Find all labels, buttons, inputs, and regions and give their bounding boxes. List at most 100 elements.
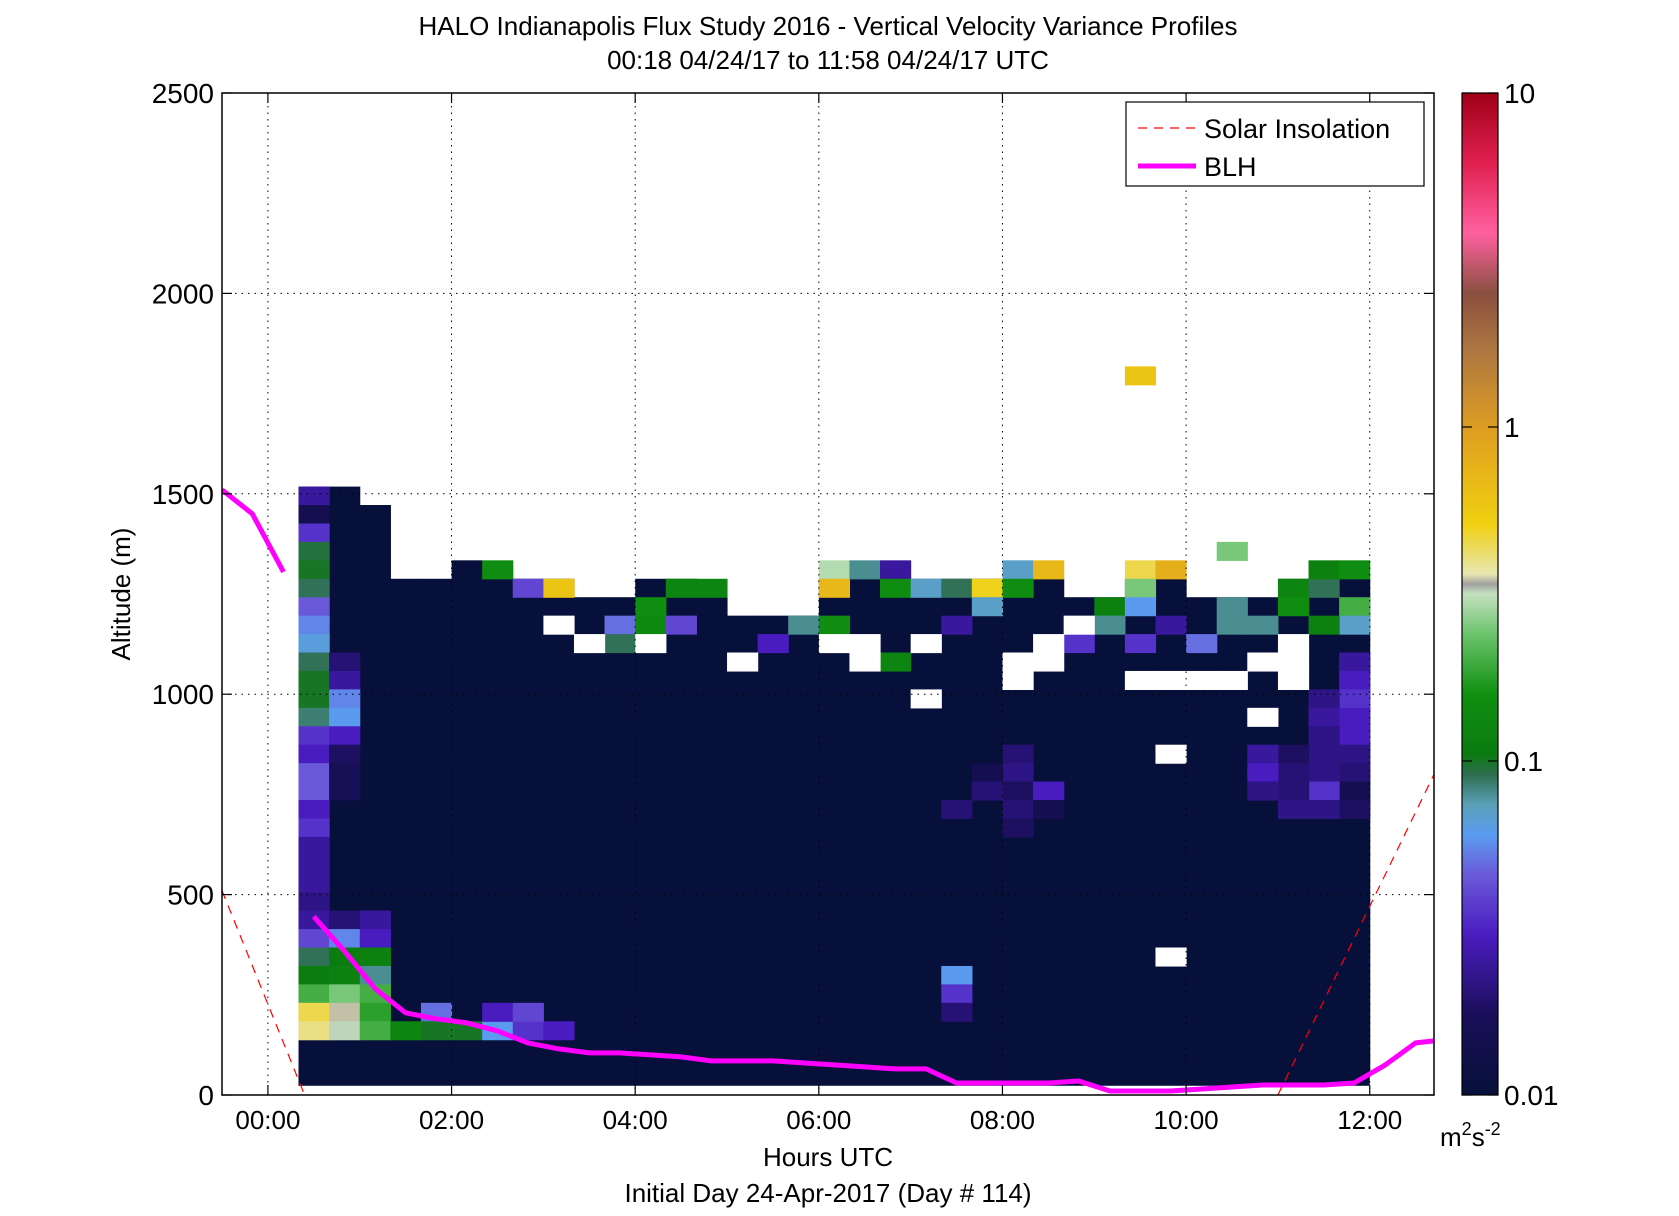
heatmap-cell [1033,947,1065,967]
heatmap-cell [359,1021,391,1041]
heatmap-cell [1186,929,1218,949]
heatmap-cell [329,873,361,893]
heatmap-cell [727,726,759,746]
heatmap-cell-gap [1155,947,1187,967]
heatmap-cell [359,818,391,838]
heatmap-cell-gap [1155,744,1187,764]
heatmap-cell [573,855,606,875]
heatmap-cell [1124,578,1157,598]
heatmap-cell [1063,744,1095,764]
heatmap-cell [818,836,851,856]
heatmap-cell [420,578,453,598]
heatmap-cell [420,763,453,783]
heatmap-cell [727,615,759,635]
heatmap-cell [1094,615,1126,635]
heatmap-cell [1033,818,1065,838]
heatmap-cell [696,910,728,930]
heatmap-cell-gap [635,634,667,654]
heatmap-cell [1033,707,1065,727]
heatmap-cell [1308,910,1340,930]
heatmap-cell [818,1002,851,1022]
heatmap-cell [971,652,1004,672]
heatmap-cell [329,486,361,506]
heatmap-cell [757,763,789,783]
legend-label-solar: Solar Insolation [1204,114,1390,144]
heatmap-cell [1002,1021,1034,1041]
heatmap-cell [1277,818,1310,838]
heatmap-cell [1186,781,1218,801]
heatmap-cell [941,910,973,930]
heatmap-cell [1186,652,1218,672]
heatmap-cell [941,929,973,949]
heatmap-cell [971,670,1004,690]
heatmap-cell [1033,689,1065,709]
heatmap-cell [329,597,361,617]
heatmap-cell [482,800,514,820]
heatmap-cell [482,984,514,1004]
heatmap-cell [971,1021,1004,1041]
heatmap-cell [910,597,942,617]
heatmap-cell [696,670,728,690]
heatmap-cell [1247,836,1279,856]
heatmap-cell [727,670,759,690]
heatmap-cell [757,910,789,930]
heatmap-cell [788,615,820,635]
heatmap-cell [1339,800,1371,820]
heatmap-cell [1124,1021,1157,1041]
heatmap-cell [573,892,606,912]
heatmap-cell [1186,910,1218,930]
heatmap-cell [329,984,361,1004]
heatmap-cell [512,818,544,838]
heatmap-cell [1216,965,1248,985]
heatmap-cell [635,1002,667,1022]
heatmap-cell [1155,1039,1187,1059]
heatmap-cell [1277,855,1310,875]
heatmap-cell [696,578,728,598]
heatmap-cell [635,689,667,709]
heatmap-cell [451,670,483,690]
heatmap-cell [420,929,453,949]
heatmap-cell [604,965,636,985]
heatmap-cell-gap [849,634,881,654]
heatmap-cell [390,670,422,690]
heatmap-cell [482,929,514,949]
heatmap-cell [420,781,453,801]
heatmap-cell [420,707,453,727]
heatmap-cell [971,818,1004,838]
heatmap-cell-gap [1155,670,1187,690]
heatmap-cell [482,578,514,598]
heatmap-cell [1216,910,1248,930]
heatmap-cell [941,670,973,690]
heatmap-cell [1063,1021,1095,1041]
heatmap-cell [818,818,851,838]
heatmap-cell [543,836,575,856]
heatmap-cell [1002,781,1034,801]
heatmap-cell [1002,578,1034,598]
heatmap-cell [910,744,942,764]
heatmap-cell [573,707,606,727]
heatmap-cell [451,597,483,617]
heatmap-cell [604,615,636,635]
heatmap-cell [1094,965,1126,985]
heatmap-cell [482,763,514,783]
heatmap-cell [298,505,330,525]
heatmap-cell [757,1039,789,1059]
heatmap-cell [880,836,912,856]
heatmap-cell [727,1039,759,1059]
heatmap-cell [451,910,483,930]
heatmap-cell [298,1039,330,1059]
heatmap-cell [604,781,636,801]
heatmap-cell [482,707,514,727]
heatmap-cell [298,578,330,598]
heatmap-cell [910,929,942,949]
heatmap-cell [849,1039,881,1059]
heatmap-cell [451,800,483,820]
heatmap-cell [849,910,881,930]
heatmap-cell [1155,929,1187,949]
chart-title: HALO Indianapolis Flux Study 2016 - Vert… [419,11,1238,41]
heatmap-cell [1277,707,1310,727]
heatmap-cell [390,1039,422,1059]
heatmap-cell [573,984,606,1004]
heatmap-cell [298,726,330,746]
heatmap-cell [512,1021,544,1041]
